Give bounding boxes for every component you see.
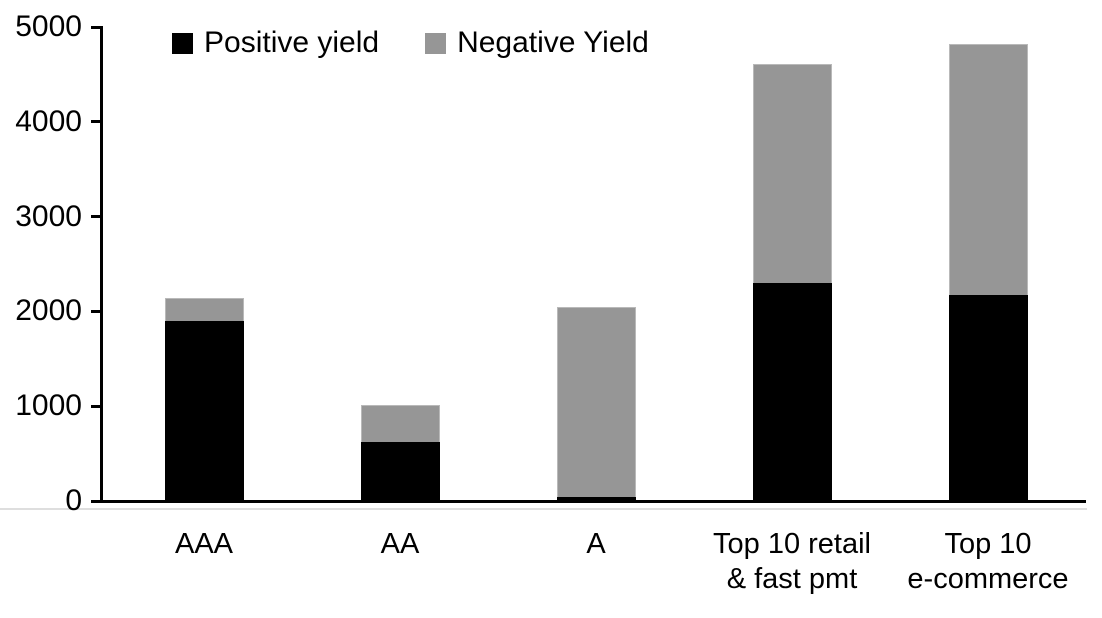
x-axis-label-top-10: Top 10 e-commerce (907, 528, 1069, 595)
bar-slot-aa (302, 27, 498, 501)
legend-label-negative-yield: Negative Yield (457, 26, 649, 59)
y-axis-tick-label-1000: 1000 (15, 389, 82, 423)
plot-area (106, 27, 1086, 501)
bar-top-10-retail (752, 63, 832, 501)
bar-segment-negative-yield-aa (360, 405, 440, 443)
bar-segment-positive-yield-top-10-retail (752, 282, 832, 501)
y-axis-tick-1000 (91, 404, 103, 408)
y-axis-tick-4000 (91, 120, 103, 124)
y-axis-tick-label-3000: 3000 (15, 199, 82, 233)
bar-aaa (164, 298, 244, 501)
bar-aa (360, 405, 440, 501)
bar-slot-aaa (106, 27, 302, 501)
y-axis-tick-label-0: 0 (65, 484, 82, 517)
legend-label-positive-yield: Positive yield (204, 26, 380, 59)
x-axis-shadow-line (0, 508, 1087, 510)
bar-segment-negative-yield-aaa (164, 298, 244, 321)
x-axis-label-aaa: AAA (174, 528, 234, 560)
bar-segment-negative-yield-top-10-retail (752, 63, 832, 283)
x-axis-label-aa: AA (380, 528, 420, 560)
y-axis-tick-5000 (91, 25, 103, 29)
bar-slot-a (498, 27, 694, 501)
y-axis-tick-label-2000: 2000 (15, 294, 82, 328)
bar-segment-positive-yield-a (556, 497, 636, 501)
legend-swatch-positive-yield (172, 32, 193, 54)
bar-slot-top-10-retail (694, 27, 890, 501)
y-axis-tick-2000 (91, 309, 103, 313)
bar-segment-negative-yield-top-10 (948, 44, 1028, 296)
y-axis-tick-3000 (91, 215, 103, 219)
legend-item-positive-yield: Positive yield (172, 27, 379, 59)
y-axis-line (100, 26, 103, 503)
bar-segment-positive-yield-aaa (164, 320, 244, 501)
y-axis-tick-label-4000: 4000 (15, 104, 82, 138)
legend-item-negative-yield: Negative Yield (425, 27, 649, 59)
bar-slot-top-10 (890, 27, 1086, 501)
bar-segment-positive-yield-top-10 (948, 295, 1028, 501)
x-axis-labels: AAA AA A Top 10 retail & fast pmt Top 10 e-c… (106, 527, 1086, 597)
x-axis-label-a: A (586, 528, 606, 560)
x-axis-line (100, 500, 1086, 503)
bar-top-10 (948, 44, 1028, 501)
bar-a (556, 306, 636, 501)
legend-swatch-negative-yield (425, 32, 447, 54)
x-axis-label-top-10-retail: Top 10 retail & fast pmt (713, 528, 871, 595)
y-axis-tick-label-5000: 5000 (15, 10, 82, 43)
bar-segment-negative-yield-a (556, 306, 636, 498)
y-axis-tick-0 (91, 499, 103, 503)
bar-segment-positive-yield-aa (360, 442, 440, 501)
legend: Positive yield Negative Yield (172, 27, 649, 59)
